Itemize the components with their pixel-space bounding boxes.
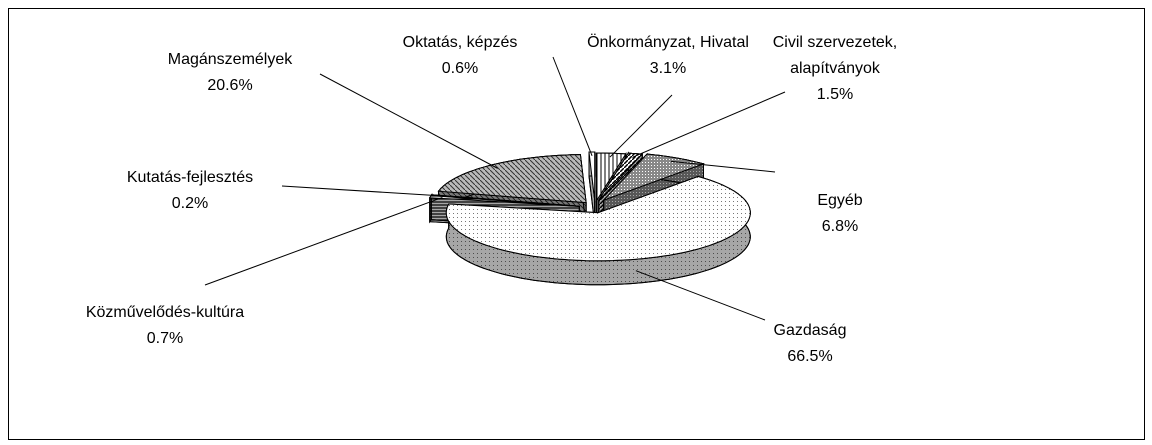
leader-line	[670, 160, 776, 173]
slice-value-label: 20.6%	[207, 77, 253, 94]
leader-line	[635, 270, 766, 321]
slice-label: Közművelődés-kultúra	[85, 304, 245, 321]
leader-line	[609, 94, 673, 158]
slice	[588, 151, 596, 201]
slice-value-label: 6.8%	[821, 218, 859, 235]
leader-line	[552, 56, 593, 157]
leader-line	[632, 91, 786, 158]
slice-value-label: 1.5%	[816, 86, 854, 103]
slice-label: Magánszemélyek	[167, 51, 293, 68]
leader-line	[319, 73, 498, 169]
leader-line	[204, 196, 443, 286]
slice-value-label: 66.5%	[787, 348, 833, 365]
slice	[598, 152, 644, 201]
slice	[445, 175, 751, 262]
slice-label: Oktatás, képzés	[402, 34, 518, 51]
slice-label: Civil szervezetek, alapítványok	[772, 34, 898, 77]
slice-label: Egyéb	[817, 192, 863, 209]
slice-label: Gazdaság	[773, 322, 847, 339]
slice-label: Kutatás-fejlesztés	[126, 169, 254, 186]
slice	[595, 152, 627, 203]
slice-value-label: 0.6%	[441, 60, 479, 77]
slice-value-label: 0.7%	[146, 330, 184, 347]
leader-line	[281, 185, 444, 197]
slice	[437, 154, 587, 204]
slice-value-label: 0.2%	[171, 195, 209, 212]
slice-side-shade	[429, 194, 432, 224]
slice-label: Önkormányzat, Hivatal	[587, 34, 749, 51]
slice	[603, 153, 706, 201]
slice-value-label: 3.1%	[649, 60, 687, 77]
